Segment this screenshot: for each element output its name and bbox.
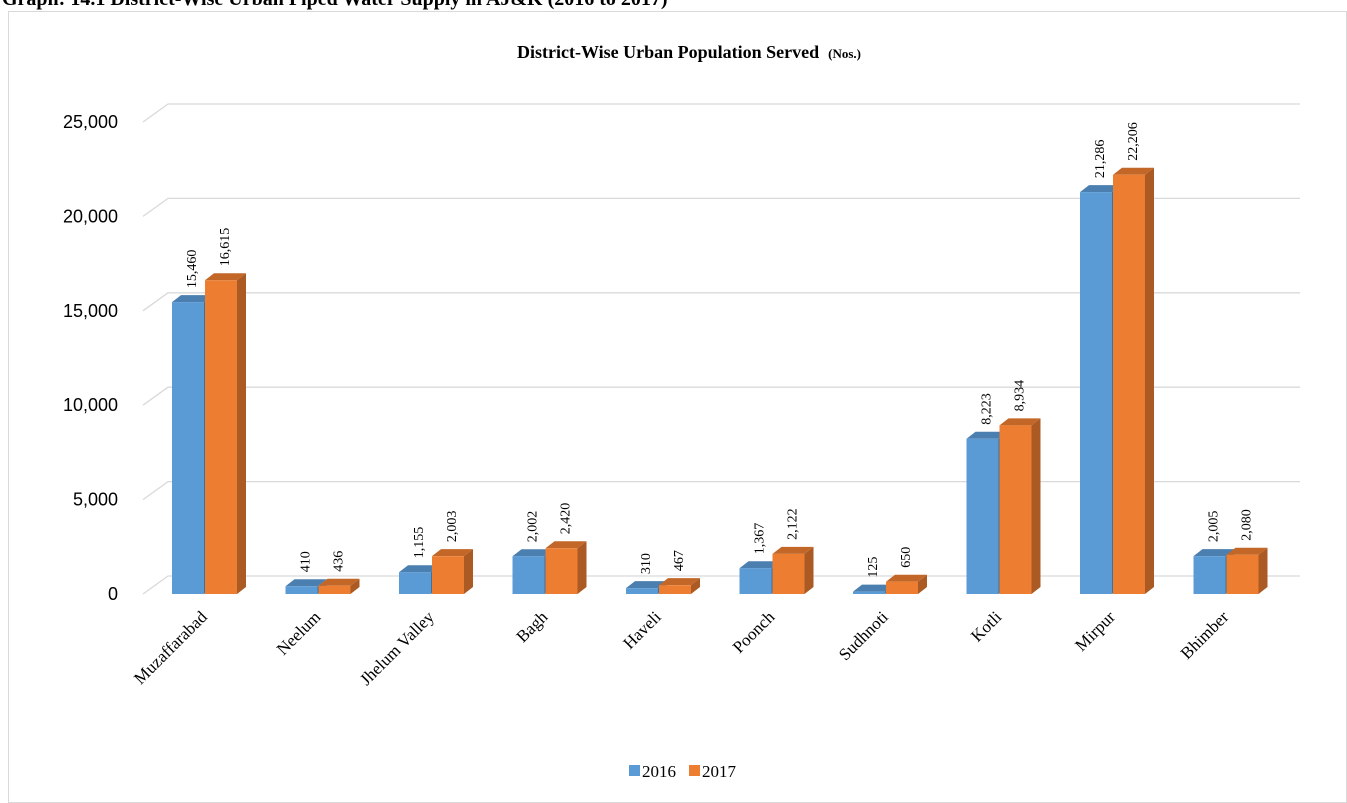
bar	[659, 578, 700, 594]
bar	[545, 541, 587, 594]
data-label: 22,206	[1126, 122, 1141, 161]
data-label: 1,155	[412, 527, 427, 559]
chart-title: District-Wise Urban Population Served (N…	[517, 42, 861, 62]
chart-title-unit: (Nos.)	[828, 46, 861, 61]
data-label: 436	[332, 551, 347, 572]
gridline	[142, 292, 1300, 312]
x-tick-label: Mirpur	[1071, 607, 1119, 655]
data-label: 21,286	[1093, 140, 1108, 179]
data-label: 310	[639, 553, 654, 574]
x-tick-label: Muzaffarabad	[130, 607, 211, 688]
bar	[999, 418, 1041, 594]
bar	[1113, 167, 1154, 594]
bar	[318, 578, 360, 594]
data-label: 2,002	[526, 511, 541, 543]
data-label: 15,460	[185, 250, 200, 289]
page-heading: Graph: 14.1 District-Wise Urban Piped Wa…	[2, 0, 668, 11]
data-label: 16,615	[218, 228, 233, 267]
data-label: 2,003	[445, 511, 460, 543]
y-tick-label: 20,000	[63, 206, 118, 226]
bars	[172, 167, 1268, 595]
legend: 2016 2017	[629, 762, 737, 781]
data-label: 125	[866, 557, 881, 578]
bar	[432, 549, 473, 594]
data-labels: 15,460 16,615 410 436 1,155 2,003 2,002 2,420 31…	[185, 122, 1255, 577]
data-label: 1,367	[753, 523, 768, 555]
gridline	[142, 103, 1300, 123]
legend-label: 2017	[702, 762, 737, 781]
y-tick-label: 5,000	[73, 490, 118, 510]
bar	[886, 574, 927, 594]
legend-swatch	[689, 765, 700, 776]
x-axis-ticks: Muzaffarabad Neelum Jhelum Valley Bagh Havel…	[130, 607, 1232, 689]
gridline	[142, 197, 1300, 217]
x-tick-label: Bhimber	[1177, 607, 1233, 663]
data-label: 2,005	[1207, 511, 1222, 543]
gridline	[142, 386, 1300, 406]
legend-label: 2016	[642, 762, 676, 781]
y-axis-ticks: 0 5,000 10,000 15,000 20,000 25,000	[63, 112, 118, 604]
x-tick-label: Haveli	[619, 607, 665, 653]
y-tick-label: 0	[108, 584, 118, 604]
data-label: 2,420	[559, 503, 574, 535]
data-label: 467	[672, 550, 687, 571]
bar	[772, 546, 814, 594]
chart-title-main: District-Wise Urban Population Served	[517, 42, 819, 62]
bar	[205, 273, 246, 594]
gridline	[142, 480, 1300, 501]
data-label: 2,080	[1240, 509, 1255, 541]
data-label: 2,122	[786, 508, 801, 540]
x-tick-label: Neelum	[273, 607, 324, 658]
data-label: 8,223	[980, 393, 995, 425]
x-tick-label: Sudhnoti	[835, 607, 892, 664]
data-label: 8,934	[1013, 380, 1028, 412]
data-label: 410	[299, 551, 314, 572]
y-tick-label: 15,000	[63, 301, 118, 321]
x-tick-label: Bagh	[513, 607, 552, 646]
legend-swatch	[629, 765, 640, 776]
bar	[1226, 547, 1268, 594]
y-tick-label: 25,000	[63, 112, 118, 132]
y-tick-label: 10,000	[63, 395, 118, 415]
x-tick-label: Kotli	[967, 607, 1005, 645]
data-label: 650	[899, 547, 914, 568]
x-tick-label: Jhelum Valley	[356, 607, 438, 689]
x-tick-label: Poonch	[729, 607, 779, 657]
